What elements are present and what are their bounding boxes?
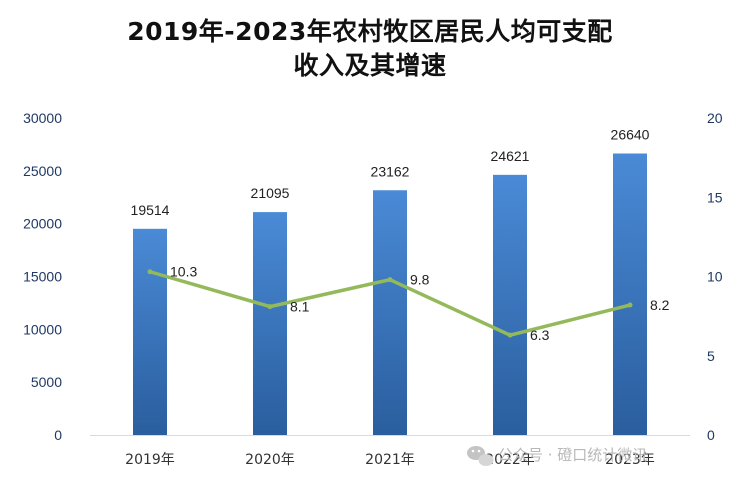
bar-value-label: 19514 [131, 202, 170, 218]
wechat-icon [467, 446, 494, 466]
right-y-tick-label: 20 [707, 110, 723, 126]
right-y-tick-label: 5 [707, 348, 715, 364]
left-y-tick-label: 30000 [23, 110, 62, 126]
left-y-tick-label: 25000 [23, 163, 62, 179]
bar-value-label: 26640 [611, 127, 650, 143]
x-category-label: 2022年 [485, 452, 535, 468]
left-y-tick-label: 15000 [23, 269, 62, 285]
right-y-tick-label: 10 [707, 269, 723, 285]
growth-rate-point [147, 269, 153, 275]
left-y-tick-label: 5000 [31, 374, 62, 390]
growth-rate-point [387, 277, 393, 283]
chart-title-line-1: 2019年-2023年农村牧区居民人均可支配 [127, 17, 613, 46]
growth-rate-label: 9.8 [410, 272, 430, 288]
x-category-label: 2019年 [125, 452, 175, 468]
x-category-label: 2021年 [365, 452, 415, 468]
growth-rate-label: 8.1 [290, 299, 310, 315]
growth-rate-label: 10.3 [170, 264, 197, 280]
growth-rate-label: 6.3 [530, 327, 550, 343]
bar-value-label: 23162 [371, 163, 410, 179]
bar [133, 228, 167, 435]
left-y-tick-label: 0 [54, 427, 62, 443]
growth-rate-point [627, 302, 633, 308]
right-y-tick-label: 15 [707, 189, 723, 205]
x-category-label: 2023年 [605, 452, 655, 468]
growth-rate-point [507, 332, 513, 338]
bar [493, 174, 527, 435]
bar [373, 190, 407, 435]
bar-value-label: 21095 [251, 185, 290, 201]
chart-title-line-2: 收入及其增速 [293, 51, 447, 80]
bar-value-label: 24621 [491, 148, 530, 164]
left-y-tick-label: 10000 [23, 321, 62, 337]
x-category-label: 2020年 [245, 452, 295, 468]
right-y-tick-label: 0 [707, 427, 715, 443]
bar [613, 153, 647, 435]
watermark-text: 公众号 · 磴口统计微讯 [498, 446, 647, 464]
left-y-tick-label: 20000 [23, 216, 62, 232]
growth-rate-label: 8.2 [650, 297, 670, 313]
bar [253, 212, 287, 435]
watermark: 公众号 · 磴口统计微讯 [467, 446, 647, 466]
growth-rate-point [267, 304, 273, 310]
